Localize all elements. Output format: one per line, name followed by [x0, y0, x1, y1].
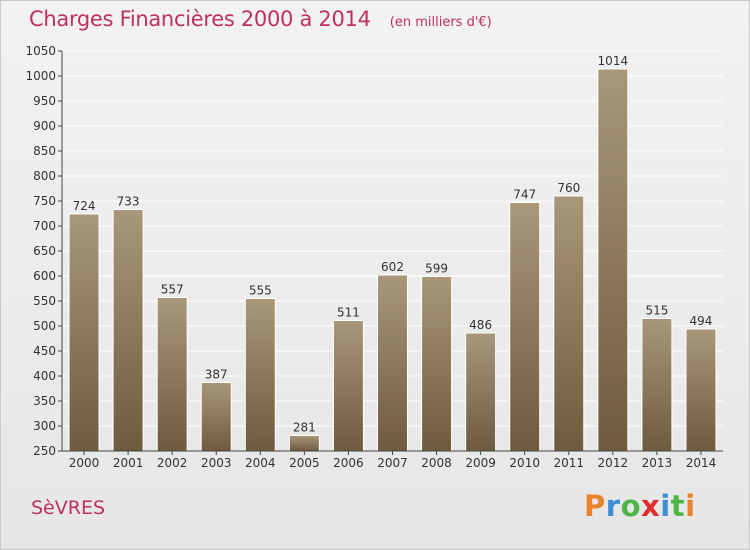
y-tick-label: 450	[33, 344, 56, 358]
x-tick-label: 2003	[201, 456, 232, 470]
bar-2001	[112, 209, 144, 452]
bar-2004	[244, 298, 276, 452]
value-label: 387	[205, 368, 228, 382]
logo-letter: P	[584, 489, 606, 523]
y-tick-label: 550	[33, 294, 56, 308]
y-tick-label: 250	[33, 444, 56, 458]
logo-letter: r	[605, 489, 621, 523]
logo-letter: i	[660, 489, 671, 523]
x-tick-label: 2007	[377, 456, 408, 470]
x-tick-label: 2014	[686, 456, 717, 470]
bar-2006	[332, 320, 364, 452]
value-label: 724	[73, 199, 96, 213]
logo-letter: i	[685, 489, 696, 523]
bar-2011	[553, 195, 585, 452]
value-label: 515	[645, 304, 668, 318]
x-tick-label: 2012	[598, 456, 629, 470]
bar-2013	[641, 318, 673, 452]
value-label: 557	[161, 283, 184, 297]
x-tick-label: 2004	[245, 456, 276, 470]
bar-2003	[200, 382, 232, 452]
bar-2005	[288, 435, 320, 452]
x-tick-label: 2006	[333, 456, 364, 470]
x-tick-label: 2001	[113, 456, 144, 470]
x-tick-label: 2013	[642, 456, 673, 470]
y-tick-label: 400	[33, 369, 56, 383]
bar-2007	[377, 274, 408, 452]
value-label: 599	[425, 262, 448, 276]
y-tick-label: 1000	[25, 69, 56, 83]
value-labels: 724 733 557 387 555 281 511 602 599 486 747 760 1014…	[73, 54, 713, 435]
value-label: 555	[249, 284, 272, 298]
logo-letter: o	[620, 489, 642, 523]
bar-2010	[509, 202, 541, 452]
chart-subtitle: (en milliers d'€)	[389, 15, 492, 30]
axes	[61, 51, 723, 452]
logo-letter: x	[641, 489, 661, 523]
y-tick-label: 600	[33, 269, 56, 283]
y-tick-label: 650	[33, 244, 56, 258]
y-tick-label: 700	[33, 219, 56, 233]
bar-2012	[597, 68, 629, 452]
y-tick-label: 300	[33, 419, 56, 433]
y-tick-label: 850	[33, 144, 56, 158]
town-name: SèVRES	[31, 497, 106, 519]
x-tick-label: 2000	[69, 456, 100, 470]
title-row: Charges Financières 2000 à 2014 (en mill…	[29, 7, 492, 31]
x-tick-label: 2010	[509, 456, 540, 470]
value-label: 511	[337, 306, 360, 320]
proxiti-logo: Proxiti	[584, 489, 696, 523]
chart-title: Charges Financières 2000 à 2014	[29, 7, 371, 31]
value-label: 494	[690, 314, 713, 328]
bar-2000	[68, 213, 100, 452]
bar-2008	[421, 276, 453, 452]
logo-letter: t	[670, 489, 686, 523]
bars	[68, 68, 717, 452]
bar-2009	[465, 332, 497, 452]
y-tick-label: 900	[33, 119, 56, 133]
value-label: 733	[117, 195, 140, 209]
value-label: 602	[381, 260, 404, 274]
x-tick-label: 2002	[157, 456, 188, 470]
bar-2014	[685, 328, 717, 452]
x-tick-label: 2009	[465, 456, 496, 470]
value-label: 281	[293, 421, 316, 435]
value-label: 486	[469, 318, 492, 332]
value-label: 760	[557, 181, 580, 195]
bar-2002	[156, 297, 188, 452]
value-label: 1014	[598, 54, 629, 68]
value-label: 747	[513, 188, 536, 202]
x-tick-label: 2008	[421, 456, 452, 470]
x-tick-label: 2011	[553, 456, 584, 470]
x-axis-ticks: 2000 2001 2002 2003 2004 2005 2006 2007 2008 2009…	[69, 451, 716, 470]
y-tick-label: 1050	[25, 44, 56, 58]
y-axis-ticks: 250 300 350 400 450 500 550 600 650 700 750 800 850 9…	[25, 44, 62, 458]
y-tick-label: 800	[33, 169, 56, 183]
y-tick-label: 350	[33, 394, 56, 408]
y-tick-label: 750	[33, 194, 56, 208]
y-tick-label: 950	[33, 94, 56, 108]
x-tick-label: 2005	[289, 456, 320, 470]
y-tick-label: 500	[33, 319, 56, 333]
